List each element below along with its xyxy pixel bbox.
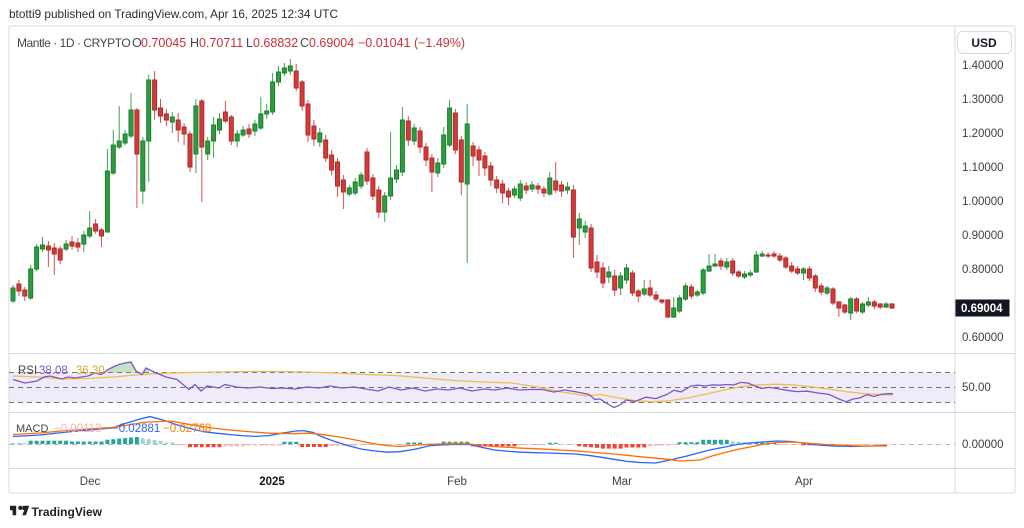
svg-text:1.20000: 1.20000: [962, 128, 1004, 140]
svg-text:1.00000: 1.00000: [962, 196, 1004, 208]
svg-text:0.80000: 0.80000: [962, 264, 1004, 276]
svg-text:38.08: 38.08: [39, 365, 68, 377]
svg-text:0.70045: 0.70045: [141, 36, 186, 50]
svg-text:1.10000: 1.10000: [962, 162, 1004, 174]
svg-text:btotti9 published on TradingVi: btotti9 published on TradingView.com, Ap…: [9, 7, 338, 21]
svg-text:−0.00113: −0.00113: [54, 423, 101, 435]
svg-text:50.00: 50.00: [962, 382, 991, 394]
svg-text:−0.01041 (−1.49%): −0.01041 (−1.49%): [358, 36, 465, 50]
svg-text:−0.02881: −0.02881: [112, 423, 160, 435]
svg-text:1.40000: 1.40000: [962, 60, 1004, 72]
svg-text:USD: USD: [971, 36, 997, 50]
svg-text:2025: 2025: [259, 476, 285, 488]
svg-text:1.30000: 1.30000: [962, 94, 1004, 106]
svg-text:Feb: Feb: [447, 476, 467, 488]
svg-text:C: C: [300, 36, 309, 50]
svg-text:Mar: Mar: [612, 476, 632, 488]
svg-text:TradingView: TradingView: [32, 505, 103, 519]
svg-text:L: L: [246, 36, 253, 50]
svg-text:0.69004: 0.69004: [309, 36, 354, 50]
svg-text:0.90000: 0.90000: [962, 230, 1004, 242]
svg-text:RSI: RSI: [18, 365, 37, 377]
svg-text:0.68832: 0.68832: [253, 36, 298, 50]
svg-text:−0.02768: −0.02768: [163, 423, 211, 435]
svg-text:MACD: MACD: [16, 423, 48, 435]
svg-text:O: O: [132, 36, 142, 50]
svg-text:0.70711: 0.70711: [199, 36, 243, 50]
svg-text:Dec: Dec: [80, 476, 101, 488]
svg-text:0.69004: 0.69004: [961, 303, 1003, 315]
svg-text:0.60000: 0.60000: [962, 332, 1004, 344]
svg-text:H: H: [190, 36, 199, 50]
svg-text:0.00000: 0.00000: [962, 439, 1004, 451]
svg-text:Apr: Apr: [795, 476, 813, 488]
svg-text:Mantle · 1D · CRYPTO: Mantle · 1D · CRYPTO: [17, 36, 130, 50]
svg-text:36.30: 36.30: [76, 365, 105, 377]
